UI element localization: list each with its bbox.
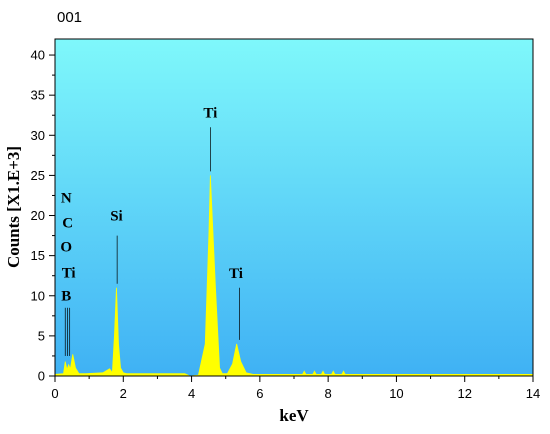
x-tick-label-4: 8 (325, 386, 332, 401)
peak-label-0: N (61, 191, 72, 207)
peak-label-3: Ti (62, 265, 76, 281)
spectrum-series (54, 175, 534, 377)
plot-area (55, 39, 533, 376)
y-tick-label-3: 15 (31, 248, 45, 263)
peak-label-1: C (62, 216, 73, 232)
y-tick-label-6: 30 (31, 128, 45, 143)
x-tick-label-7: 14 (526, 386, 540, 401)
x-tick-label-0: 0 (51, 386, 58, 401)
x-axis: 0 2 4 6 8 10 12 14 (51, 376, 540, 401)
spectrum-area-0 (54, 175, 534, 377)
y-tick-label-4: 20 (31, 208, 45, 223)
y-tick-label-2: 10 (31, 288, 45, 303)
peak-label-2: O (60, 240, 72, 256)
peak-label-5: Si (110, 208, 123, 224)
y-tick-label-5: 25 (31, 168, 45, 183)
peak-label-6: Ti (203, 106, 217, 122)
x-tick-label-1: 2 (120, 386, 127, 401)
peak-label-4: B (61, 289, 71, 305)
y-tick-label-1: 5 (38, 328, 45, 343)
x-tick-label-5: 10 (389, 386, 403, 401)
x-tick-label-6: 12 (457, 386, 471, 401)
peak-labels: NCO Ti B Si Ti Ti (60, 106, 242, 305)
x-axis-title: keV (279, 406, 309, 425)
x-tick-label-3: 6 (256, 386, 263, 401)
y-axis-title: Counts [X1.E+3] (4, 146, 23, 268)
y-tick-label-8: 40 (31, 48, 45, 63)
y-axis: 0 5 10 15 20 25 30 35 40 (31, 48, 55, 384)
chart-title: 001 (57, 9, 82, 26)
y-tick-label-0: 0 (38, 369, 45, 384)
peak-marker-lines (64, 127, 240, 356)
peak-label-7: Ti (229, 266, 243, 282)
y-tick-label-7: 35 (31, 88, 45, 103)
x-tick-label-2: 4 (188, 386, 195, 401)
